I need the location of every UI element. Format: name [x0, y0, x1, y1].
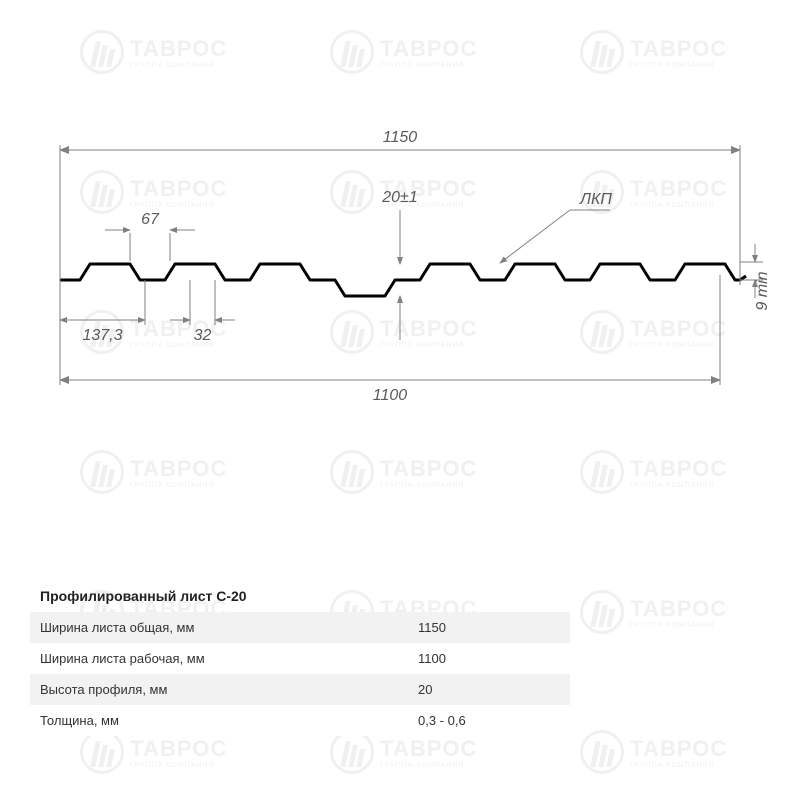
watermark: ТАВРОСГРУППА КОМПАНИЙ [580, 730, 727, 774]
watermark: ТАВРОСГРУППА КОМПАНИЙ [330, 730, 477, 774]
spec-label: Ширина листа рабочая, мм [30, 643, 408, 674]
table-row: Ширина листа общая, мм1150 [30, 612, 570, 643]
dim-rib-top: 67 [141, 211, 160, 228]
spec-label: Ширина листа общая, мм [30, 612, 408, 643]
dim-height: 20±1 [381, 189, 417, 206]
spec-label: Высота профиля, мм [30, 674, 408, 705]
profile-diagram: 1150 1100 137,3 67 32 20±1 ЛКП 9 min [0, 0, 800, 560]
spec-value: 0,3 - 0,6 [408, 705, 570, 736]
table-row: Высота профиля, мм20 [30, 674, 570, 705]
dim-rib-bottom: 32 [194, 327, 212, 344]
table-row: Ширина листа рабочая, мм1100 [30, 643, 570, 674]
dim-working-width: 1100 [373, 387, 408, 404]
spec-table-area: Профилированный лист С-20 Ширина листа о… [30, 580, 570, 736]
spec-table: Ширина листа общая, мм1150Ширина листа р… [30, 612, 570, 736]
diagram-svg: 1150 1100 137,3 67 32 20±1 ЛКП 9 min [0, 0, 800, 560]
table-title: Профилированный лист С-20 [30, 580, 570, 612]
table-row: Толщина, мм0,3 - 0,6 [30, 705, 570, 736]
watermark: ТАВРОСГРУППА КОМПАНИЙ [580, 590, 727, 634]
dim-overall-width: 1150 [383, 129, 418, 146]
profile-path [60, 264, 746, 296]
watermark: ТАВРОСГРУППА КОМПАНИЙ [80, 730, 227, 774]
spec-value: 1150 [408, 612, 570, 643]
dim-pitch: 137,3 [82, 327, 122, 344]
spec-value: 1100 [408, 643, 570, 674]
dim-edge: 9 min [754, 271, 771, 310]
spec-value: 20 [408, 674, 570, 705]
dim-coating: ЛКП [579, 191, 612, 208]
spec-label: Толщина, мм [30, 705, 408, 736]
